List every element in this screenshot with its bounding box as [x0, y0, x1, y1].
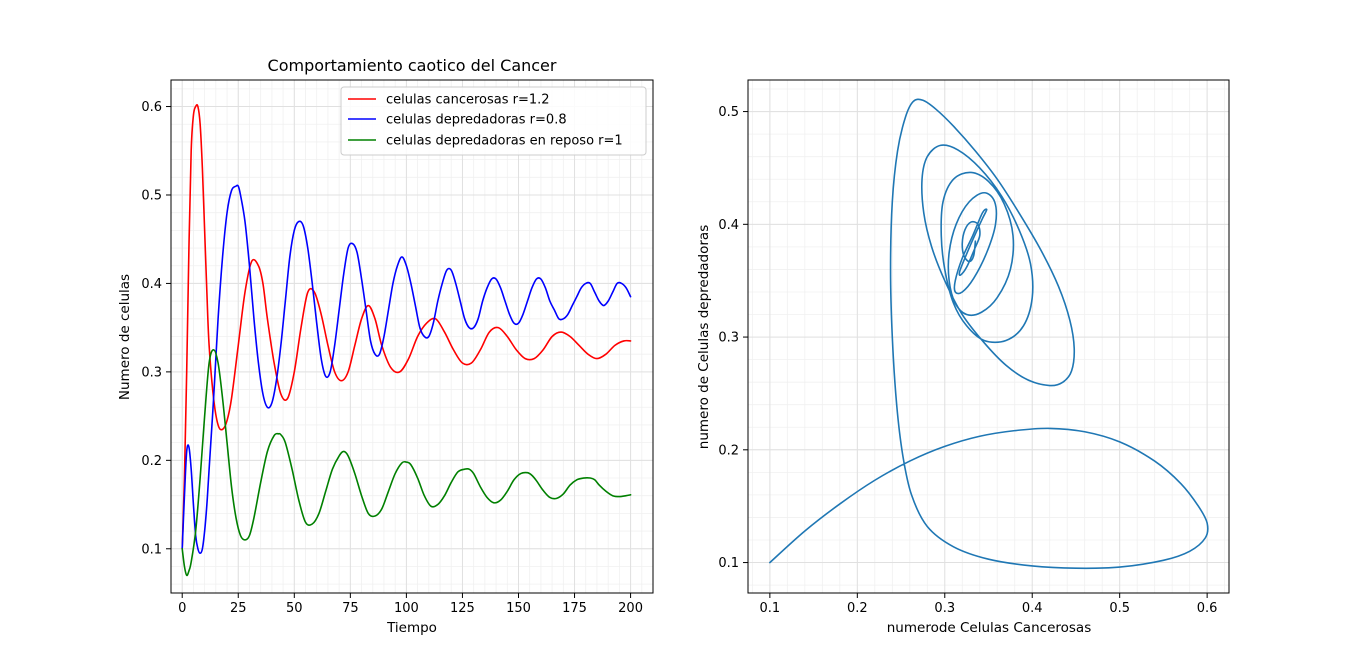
left-axes-frame [170, 79, 654, 594]
right-y-tick-label: 0.5 [718, 105, 739, 120]
left-series-line-2 [181, 348, 632, 577]
legend-label-predators: celulas depredadoras r=0.8 [386, 113, 567, 128]
right-y-axis-label: numero de Celulas depredadoras [696, 225, 712, 449]
right-y-ticks: 0.1 0.2 0.3 0.4 0.5 [718, 105, 748, 571]
left-y-tick-label: 0.6 [141, 100, 162, 115]
right-x-tick-label: 0.2 [847, 601, 868, 616]
left-y-tick-label: 0.5 [141, 188, 162, 203]
left-x-tick-label: 200 [618, 601, 643, 616]
right-x-axis-label: numerode Celulas Cancerosas [887, 620, 1091, 636]
left-x-tick-label: 175 [562, 601, 587, 616]
right-y-tick-label: 0.4 [718, 218, 739, 233]
left-y-axis-label: Numero de celulas [117, 274, 133, 400]
right-axes-frame [747, 79, 1230, 594]
legend-box [340, 86, 647, 156]
legend: celulas cancerosas r=1.2 celulas depreda… [340, 86, 647, 156]
left-x-tick-label: 25 [230, 601, 247, 616]
left-y-tick-label: 0.4 [141, 277, 162, 292]
left-x-tick-label: 125 [450, 601, 475, 616]
legend-label-cancer: celulas cancerosas r=1.2 [386, 93, 550, 108]
left-y-tick-label: 0.2 [141, 454, 162, 469]
right-y-tick-label: 0.1 [718, 556, 739, 571]
left-x-axis-label: Tiempo [386, 620, 437, 636]
left-panel: 0 25 50 75 100 125 150 175 200 0.10.20.30.40.50.… [117, 56, 654, 636]
right-x-ticks: 0.1 0.2 0.3 0.4 0.5 0.6 [760, 593, 1218, 616]
right-x-tick-label: 0.3 [934, 601, 955, 616]
right-y-tick-label: 0.3 [718, 331, 739, 346]
right-x-tick-label: 0.1 [760, 601, 781, 616]
right-series-lines [769, 98, 1209, 570]
right-x-tick-label: 0.6 [1197, 601, 1218, 616]
left-chart-title: Comportamiento caotico del Cancer [268, 56, 557, 75]
right-series-line-0 [769, 98, 1209, 570]
left-y-ticks: 0.1 0.2 0.3 0.4 0.5 0.6 [141, 100, 171, 557]
left-x-tick-label: 150 [506, 601, 531, 616]
left-x-tick-label: 0 [178, 601, 186, 616]
left-series-line-0 [181, 104, 632, 550]
left-y-tick-label: 0.1 [141, 542, 162, 557]
left-y-tick-label: 0.3 [141, 365, 162, 380]
left-x-tick-label: 50 [286, 601, 303, 616]
right-y-tick-label: 0.2 [718, 443, 739, 458]
left-x-ticks: 0 25 50 75 100 125 150 175 200 [178, 593, 643, 616]
legend-label-resting: celulas depredadoras en reposo r=1 [386, 134, 623, 149]
left-x-tick-label: 100 [394, 601, 419, 616]
right-panel: 0.1 0.2 0.3 0.4 0.5 0.6 0.1 0.2 0.3 0.4 0.5 numer… [696, 79, 1230, 636]
right-x-tick-label: 0.4 [1022, 601, 1043, 616]
left-series-line-1 [181, 184, 632, 554]
left-series-lines [181, 104, 632, 577]
left-x-tick-label: 75 [342, 601, 359, 616]
right-grid [748, 80, 1229, 593]
right-x-tick-label: 0.5 [1109, 601, 1130, 616]
